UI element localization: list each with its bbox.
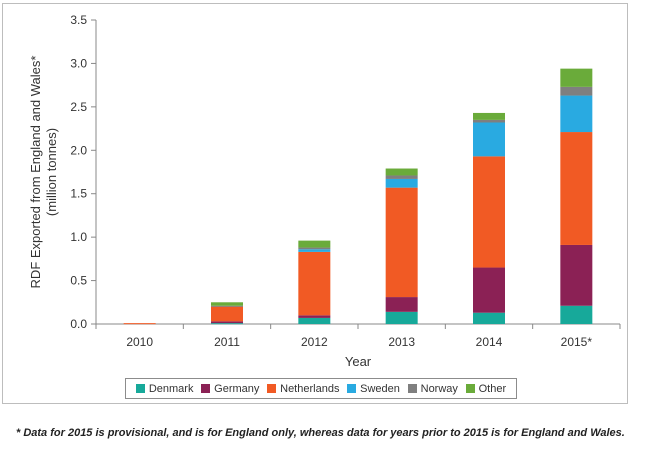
bar-segment-norway-2012 xyxy=(298,247,331,250)
x-tick-label: 2010 xyxy=(126,335,153,349)
bar-segment-other-2012 xyxy=(298,240,331,248)
bar-segment-netherlands-2012 xyxy=(298,251,331,316)
legend-item-netherlands: Netherlands xyxy=(267,383,339,395)
x-tick-label: 2013 xyxy=(388,335,415,349)
bar-segment-germany-2011 xyxy=(211,321,243,324)
y-tick-label: 3.0 xyxy=(70,56,87,70)
x-tick-label: 2011 xyxy=(214,335,240,349)
legend-item-other: Other xyxy=(465,382,507,395)
y-tick-label: 0.5 xyxy=(70,274,87,288)
legend-label: Other xyxy=(478,382,507,395)
bar-segment-norway-2011 xyxy=(211,305,243,307)
y-axis: 0.0 0.5 1.0 1.5 2.0 2.5 3.0 3.5 xyxy=(70,13,97,331)
legend-swatch xyxy=(135,384,145,393)
bar-segment-other-2014 xyxy=(473,112,505,120)
bar-segment-netherlands-2014 xyxy=(473,156,505,268)
bar-segment-denmark-2014 xyxy=(473,312,505,324)
legend-item-denmark: Denmark xyxy=(135,382,194,395)
y-tick-label: 3.5 xyxy=(70,13,87,27)
bar-segment-norway-2014 xyxy=(473,119,505,123)
legend-swatch xyxy=(347,384,357,393)
y-tick-label: 2.5 xyxy=(70,100,87,114)
legend-swatch xyxy=(267,384,277,393)
legend-item-norway: Norway xyxy=(407,382,458,395)
x-tick-label: 2014 xyxy=(476,335,503,349)
legend-item-sweden: Sweden xyxy=(347,383,400,395)
bar-segment-sweden-2013 xyxy=(385,178,418,188)
y-tick-label: 2.0 xyxy=(70,143,87,157)
bar-segment-netherlands-2013 xyxy=(385,187,418,298)
x-tick-label: 2012 xyxy=(301,335,328,349)
bars xyxy=(123,68,593,325)
x-axis: 2010 2011 2012 2013 2014 2015* xyxy=(95,323,621,349)
bar-segment-germany-2012 xyxy=(298,315,331,318)
legend-label: Sweden xyxy=(360,382,400,395)
y-axis-title-line-2: (million tonnes) xyxy=(44,128,59,216)
bar-segment-denmark-2015 xyxy=(560,305,593,324)
bar-segment-other-2011 xyxy=(211,302,243,306)
bar-segment-sweden-2012 xyxy=(298,249,331,252)
bar-segment-germany-2013 xyxy=(385,297,418,312)
x-axis-title: Year xyxy=(345,354,372,369)
legend-swatch xyxy=(201,384,211,393)
bar-segment-denmark-2012 xyxy=(298,317,331,324)
legend-item-germany: Germany xyxy=(201,383,259,395)
bar-segment-norway-2015 xyxy=(560,86,593,96)
x-tick-label: 2015* xyxy=(561,335,593,349)
bar-segment-netherlands-2015 xyxy=(560,132,593,245)
bar-segment-sweden-2014 xyxy=(473,122,505,157)
bar-segment-denmark-2013 xyxy=(385,311,418,324)
bar-segment-germany-2015 xyxy=(560,244,593,306)
bar-segment-germany-2014 xyxy=(473,267,505,313)
bar-segment-other-2013 xyxy=(385,168,418,176)
y-tick-label: 0.0 xyxy=(70,317,87,331)
chart-frame xyxy=(2,3,628,404)
legend: Denmark Germany Netherlands Sweden Norway Oth… xyxy=(125,378,517,399)
stacked-bar-chart: 0.00.51.01.52.02.53.03.5 2010 2011 2012 201… xyxy=(28,13,621,369)
y-axis-title-line-1: RDF Exported from England and Wales* xyxy=(28,56,43,289)
legend-label: Germany xyxy=(214,382,260,395)
bar-segment-other-2015 xyxy=(560,68,593,87)
legend-label: Denmark xyxy=(148,382,194,395)
y-tick-label: 1.5 xyxy=(70,187,87,201)
bar-segment-netherlands-2011 xyxy=(211,306,243,322)
legend-swatch xyxy=(465,384,475,393)
legend-label: Netherlands xyxy=(280,382,340,395)
bar-segment-sweden-2015 xyxy=(560,95,593,133)
legend-swatch xyxy=(407,384,417,393)
bar-segment-netherlands-2010 xyxy=(123,323,156,325)
footnote: * Data for 2015 is provisional, and is f… xyxy=(16,427,625,439)
bar-segment-norway-2013 xyxy=(385,175,418,179)
y-tick-label: 1.0 xyxy=(70,230,87,244)
legend-label: Norway xyxy=(420,382,458,395)
bar-segment-denmark-2011 xyxy=(211,323,243,325)
